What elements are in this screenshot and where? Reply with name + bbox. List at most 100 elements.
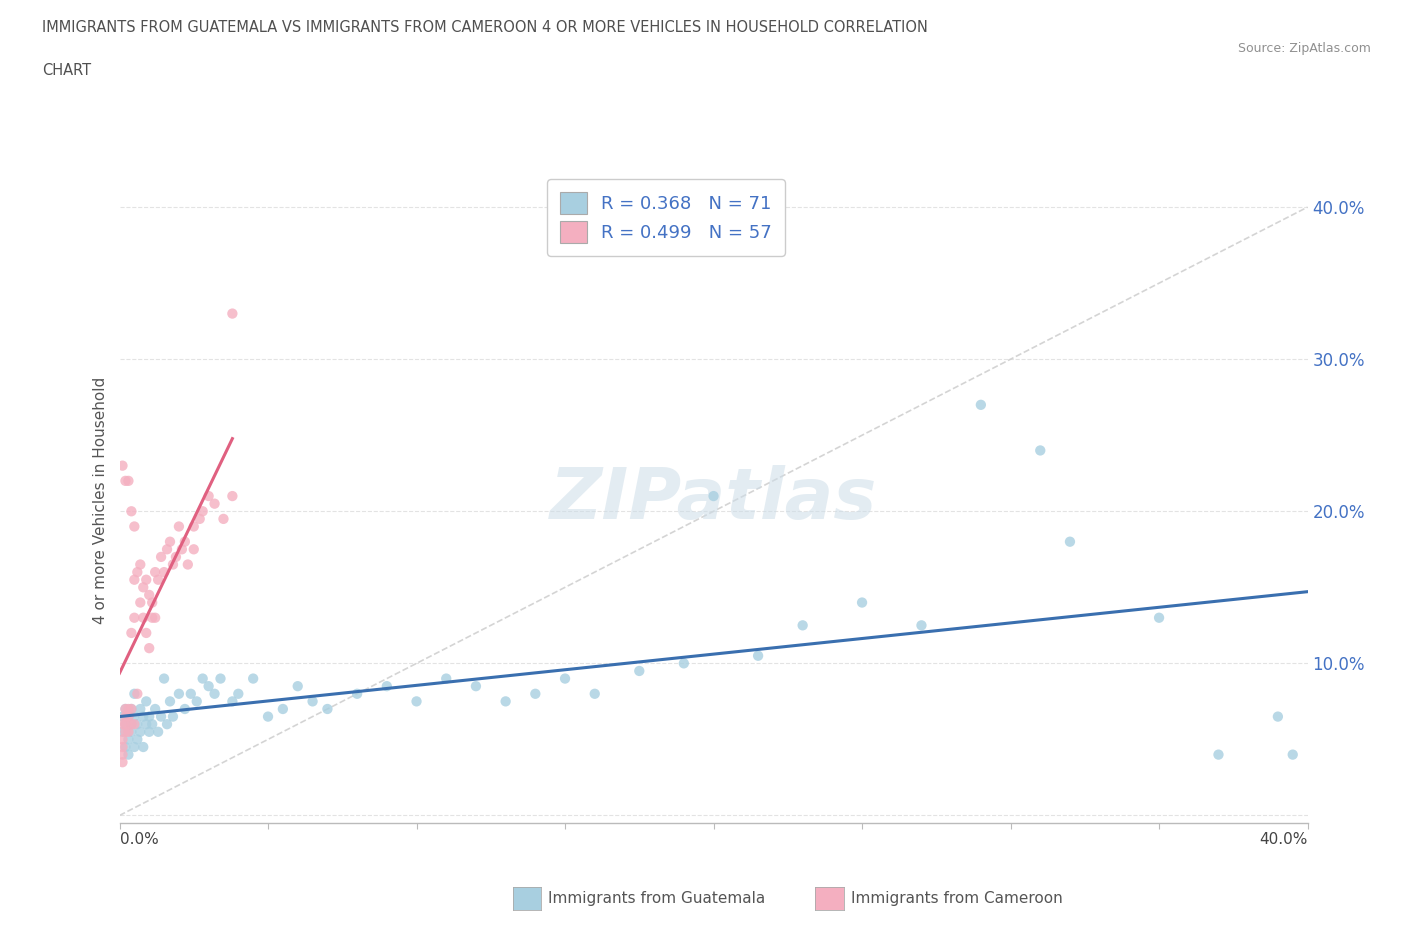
- Point: [111, 710, 134, 724]
- Point: [183, 542, 205, 557]
- Point: [146, 572, 169, 587]
- Text: 0.0%: 0.0%: [120, 832, 159, 847]
- Point: [132, 739, 155, 754]
- Point: [135, 694, 157, 709]
- Point: [114, 724, 136, 739]
- Point: [111, 739, 134, 754]
- Point: [156, 542, 179, 557]
- Point: [228, 686, 250, 701]
- Point: [1029, 443, 1052, 458]
- Point: [167, 519, 190, 534]
- Text: Immigrants from Cameroon: Immigrants from Cameroon: [851, 891, 1063, 906]
- Point: [197, 488, 219, 503]
- Point: [221, 306, 243, 321]
- Point: [162, 557, 184, 572]
- Text: Immigrants from Guatemala: Immigrants from Guatemala: [548, 891, 766, 906]
- Point: [117, 724, 139, 739]
- Point: [271, 701, 294, 716]
- Point: [495, 694, 517, 709]
- Point: [111, 724, 134, 739]
- Point: [138, 641, 160, 656]
- Point: [1059, 534, 1081, 549]
- Point: [114, 710, 136, 724]
- Text: ZIPatlas: ZIPatlas: [550, 465, 877, 535]
- Point: [120, 717, 142, 732]
- Point: [628, 663, 651, 678]
- Point: [257, 710, 280, 724]
- Point: [143, 701, 166, 716]
- Point: [120, 717, 142, 732]
- Point: [129, 724, 152, 739]
- Point: [129, 701, 152, 716]
- Point: [132, 580, 155, 595]
- Point: [124, 739, 146, 754]
- Point: [221, 694, 243, 709]
- Point: [287, 679, 309, 694]
- Point: [117, 732, 139, 747]
- Text: Source: ZipAtlas.com: Source: ZipAtlas.com: [1237, 42, 1371, 55]
- Point: [204, 686, 226, 701]
- Point: [111, 755, 134, 770]
- Point: [111, 717, 134, 732]
- Point: [159, 534, 181, 549]
- Point: [702, 488, 725, 503]
- Point: [173, 701, 195, 716]
- Point: [792, 618, 814, 632]
- Point: [141, 717, 163, 732]
- Point: [132, 610, 155, 625]
- Point: [124, 717, 146, 732]
- Point: [135, 717, 157, 732]
- Point: [910, 618, 932, 632]
- Point: [138, 588, 160, 603]
- Point: [156, 717, 179, 732]
- Point: [117, 710, 139, 724]
- Point: [132, 710, 155, 724]
- Point: [167, 686, 190, 701]
- Point: [111, 458, 134, 473]
- Point: [141, 595, 163, 610]
- Point: [150, 710, 173, 724]
- Point: [173, 534, 195, 549]
- Point: [120, 724, 142, 739]
- Point: [127, 717, 149, 732]
- Point: [301, 694, 323, 709]
- Point: [375, 679, 398, 694]
- Point: [146, 724, 169, 739]
- Point: [162, 710, 184, 724]
- Point: [124, 572, 146, 587]
- Point: [180, 686, 202, 701]
- Point: [191, 671, 214, 686]
- Point: [124, 686, 146, 701]
- Point: [114, 473, 136, 488]
- Point: [851, 595, 873, 610]
- Point: [138, 724, 160, 739]
- Point: [150, 550, 173, 565]
- Point: [120, 701, 142, 716]
- Point: [114, 717, 136, 732]
- Point: [129, 595, 152, 610]
- Point: [124, 519, 146, 534]
- Point: [127, 565, 149, 579]
- Point: [117, 701, 139, 716]
- Point: [138, 710, 160, 724]
- Point: [970, 397, 993, 412]
- Point: [346, 686, 368, 701]
- Point: [141, 610, 163, 625]
- Point: [114, 739, 136, 754]
- Point: [114, 717, 136, 732]
- Point: [120, 626, 142, 641]
- Point: [111, 747, 134, 762]
- Point: [127, 732, 149, 747]
- Text: IMMIGRANTS FROM GUATEMALA VS IMMIGRANTS FROM CAMEROON 4 OR MORE VEHICLES IN HOUS: IMMIGRANTS FROM GUATEMALA VS IMMIGRANTS …: [42, 20, 928, 35]
- Point: [747, 648, 769, 663]
- Point: [212, 512, 235, 526]
- Point: [191, 504, 214, 519]
- Point: [204, 497, 226, 512]
- Text: 40.0%: 40.0%: [1260, 832, 1308, 847]
- Point: [117, 747, 139, 762]
- Point: [1281, 747, 1303, 762]
- Point: [124, 710, 146, 724]
- Point: [1147, 610, 1170, 625]
- Point: [117, 710, 139, 724]
- Point: [129, 557, 152, 572]
